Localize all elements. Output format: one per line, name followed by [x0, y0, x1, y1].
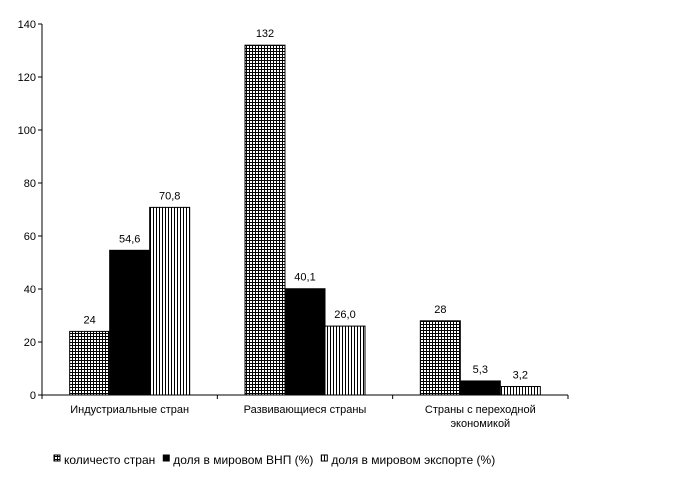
- data-label: 3,2: [513, 370, 528, 382]
- bar: [284, 288, 326, 396]
- legend-label: доля в мировом ВНП (%): [173, 453, 313, 467]
- legend-swatch: [320, 454, 328, 462]
- y-tick-label: 20: [24, 337, 36, 349]
- data-label: 28: [434, 304, 446, 316]
- y-tick-label: 80: [24, 178, 36, 190]
- bar: [459, 380, 501, 396]
- y-tick-label: 0: [30, 390, 36, 402]
- y-tick-label: 120: [18, 72, 36, 84]
- legend-item: доля в мировом экспорте (%): [320, 453, 495, 467]
- legend-label: доля в мировом экспорте (%): [331, 453, 495, 467]
- data-label: 40,1: [294, 272, 315, 284]
- legend-item: количесто стран: [53, 453, 155, 467]
- legend-item: доля в мировом ВНП (%): [162, 453, 313, 467]
- data-label: 132: [256, 28, 274, 40]
- bar: [324, 325, 366, 396]
- category-label: Индустриальные стран: [70, 404, 189, 416]
- category-label: Страны с переходной экономикой: [425, 404, 536, 430]
- legend-swatch: [162, 454, 170, 462]
- bars: [69, 44, 541, 396]
- axes: 0 20 40 60 80 100 120 140 Индустриальные стран Ра…: [18, 19, 569, 430]
- bar: [69, 330, 111, 396]
- data-label: 70,8: [159, 190, 180, 202]
- legend: количесто стран доля в мировом ВНП (%) дол…: [53, 453, 495, 467]
- data-label: 24: [84, 314, 96, 326]
- category-label: Развивающиеся страны: [244, 404, 367, 416]
- bar: [244, 44, 286, 396]
- bar: [109, 249, 151, 396]
- legend-label: количесто стран: [64, 453, 155, 467]
- y-tick-label: 40: [24, 284, 36, 296]
- y-tick-label: 140: [18, 19, 36, 31]
- y-tick-label: 60: [24, 231, 36, 243]
- bar: [149, 206, 191, 396]
- data-label: 26,0: [334, 309, 355, 321]
- bar: [499, 386, 541, 396]
- data-labels: 24 54,6 70,8 132 40,1 26,0 28 5,3 3,2: [84, 28, 528, 381]
- y-tick-label: 100: [18, 125, 36, 137]
- data-label: 54,6: [119, 233, 140, 245]
- bar: [419, 320, 461, 396]
- data-label: 5,3: [473, 364, 488, 376]
- legend-swatch: [53, 454, 61, 462]
